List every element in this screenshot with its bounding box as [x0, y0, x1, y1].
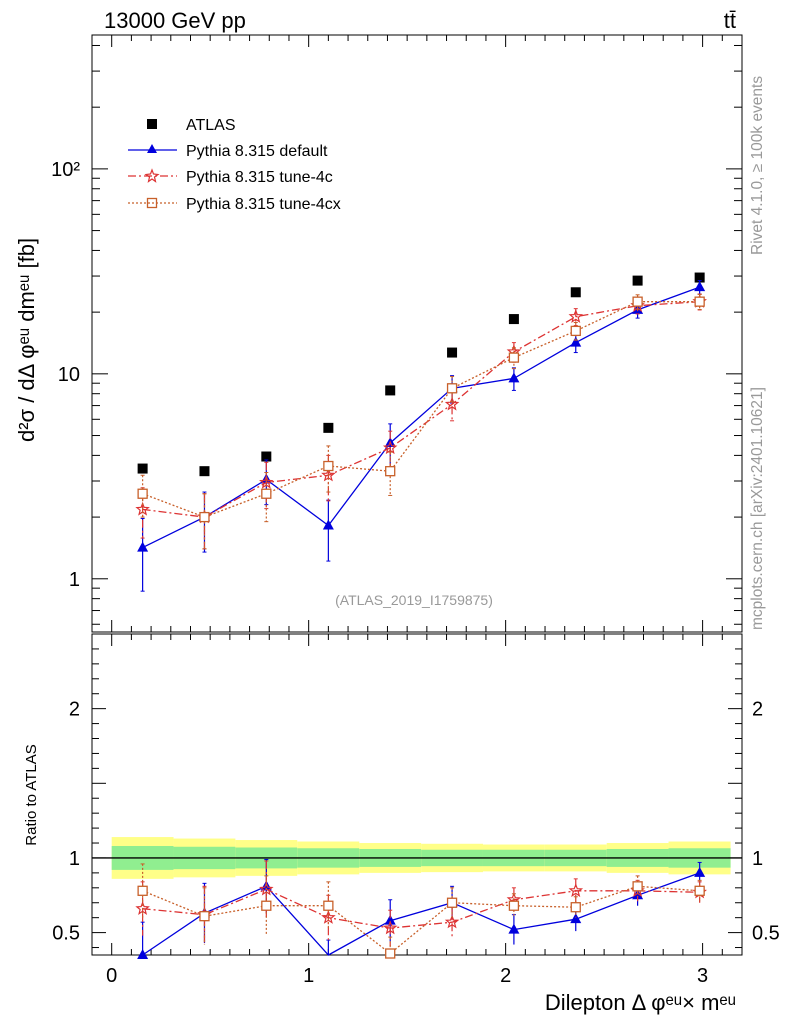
legend-label-tune4cx: Pythia 8.315 tune-4cx — [186, 196, 341, 213]
mcplots-label: mcplots.cern.ch [arXiv:2401.10621] — [749, 387, 766, 630]
atlas-point — [570, 287, 581, 298]
tune4c-ratio-point — [382, 920, 398, 935]
tune4c-ratio-point — [321, 910, 336, 924]
default-line — [142, 286, 700, 549]
tune4cx-ratio-point — [261, 900, 272, 911]
atlas-point — [261, 451, 272, 462]
default-point — [694, 281, 706, 292]
ratio-y-tick-label-right: 2 — [752, 699, 763, 721]
tune4cx-point — [446, 383, 458, 394]
default-ratio-point — [694, 866, 706, 877]
tune4cx-line — [142, 301, 700, 518]
atlas-point — [694, 272, 705, 283]
atlas-point — [632, 275, 643, 286]
default-point — [570, 336, 582, 347]
default-point — [508, 372, 520, 383]
tune4cx-point — [508, 352, 520, 363]
tune4c-line — [142, 301, 700, 518]
default-ratio-point — [632, 889, 644, 900]
atlas-point — [385, 385, 396, 396]
tune4cx-ratio-point — [570, 902, 581, 913]
ratio-ylabel: Ratio to ATLAS — [23, 744, 40, 845]
ratio-y-tick-label: 0.5 — [52, 923, 80, 945]
ratio-frame — [91, 633, 743, 956]
rivet-label: Rivet 4.1.0, ≥ 100k events — [749, 76, 766, 255]
main-frame — [91, 34, 743, 633]
data-points — [135, 272, 707, 959]
plot-header-left: 13000 GeV pp — [104, 8, 246, 33]
tune4c-point — [444, 396, 460, 411]
analysis-label: (ATLAS_2019_I1759875) — [335, 592, 493, 608]
tune4cx-ratio-point — [137, 885, 148, 896]
legend-entry-tune4c: Pythia 8.315 tune-4c — [128, 168, 333, 186]
tune4cx-ratio-point — [632, 881, 643, 892]
default-point — [137, 541, 149, 552]
legend-label-default: Pythia 8.315 default — [186, 143, 328, 160]
atlas-point — [447, 347, 458, 358]
tune4c-ratio-point — [135, 901, 150, 915]
xlabel: Dilepton Δ φᵉᵘ× mᵉᵘ — [545, 990, 736, 1015]
tune4cx-ratio-point — [508, 900, 520, 911]
tune4cx-ratio-point — [446, 897, 458, 908]
main-y-tick-label: 10² — [51, 159, 80, 181]
tune4c-ratio-point — [568, 883, 584, 898]
legend: ATLAS Pythia 8.315 default Pythia 8.315 … — [128, 117, 341, 213]
main-ylabel: d²σ / dΔ φᵉᵘ dmᵉᵘ [fb] — [14, 238, 39, 442]
ratio-y-tick-label: 1 — [69, 848, 80, 870]
tune4cx-ratio-point — [385, 948, 396, 959]
legend-entry-tune4cx: Pythia 8.315 tune-4cx — [128, 196, 341, 213]
tune4cx-point — [694, 296, 705, 307]
tune4cx-point — [199, 511, 210, 523]
tune4cx-ratio-point — [694, 885, 705, 896]
main-y-tick-label: 1 — [69, 569, 80, 591]
atlas-point — [508, 314, 519, 325]
ratio-y-tick-label: 2 — [69, 699, 80, 721]
x-tick-label: 2 — [500, 965, 511, 987]
plot-header-right: tt̄ — [724, 8, 736, 33]
atlas-point — [199, 466, 210, 477]
default-ratio-point — [508, 923, 520, 934]
tune4cx-point — [261, 488, 272, 499]
tune4cx-ratio-line — [142, 885, 700, 955]
atlas-point — [323, 422, 334, 433]
main-y-tick-label: 10 — [58, 364, 80, 386]
x-tick-label: 1 — [303, 965, 314, 987]
tune4c-ratio-line — [142, 888, 700, 929]
tune4cx-point — [632, 296, 643, 307]
x-tick-label: 3 — [697, 965, 708, 987]
ratio-y-tick-label-right: 0.5 — [752, 923, 780, 945]
tune4c-point — [321, 467, 336, 482]
legend-label-tune4c: Pythia 8.315 tune-4c — [186, 169, 333, 186]
tune4cx-point — [570, 325, 581, 337]
default-ratio-line — [142, 872, 700, 956]
tune4cx-point — [137, 488, 148, 499]
tune4c-point — [568, 309, 584, 323]
legend-entry-atlas: ATLAS — [147, 117, 236, 134]
ratio-band — [92, 837, 742, 879]
ratio-y-tick-label-right: 1 — [752, 848, 763, 870]
tune4c-ratio-point — [444, 914, 460, 929]
tune4cx-ratio-point — [199, 911, 210, 922]
tune4cx-point — [323, 460, 334, 472]
default-ratio-point — [137, 949, 149, 959]
atlas-point — [137, 463, 148, 474]
axes: 0 1 2 3 1 10 10² 0.5 0.5 1 1 2 2 — [51, 34, 780, 987]
default-point — [322, 519, 334, 530]
tune4cx-ratio-point — [323, 900, 334, 911]
legend-entry-default: Pythia 8.315 default — [128, 143, 328, 160]
legend-label-atlas: ATLAS — [186, 117, 236, 134]
x-tick-label: 0 — [106, 965, 117, 987]
default-ratio-point — [384, 914, 396, 925]
tune4cx-point — [385, 466, 396, 477]
tune4c-point — [382, 440, 398, 455]
default-ratio-point — [570, 913, 582, 924]
